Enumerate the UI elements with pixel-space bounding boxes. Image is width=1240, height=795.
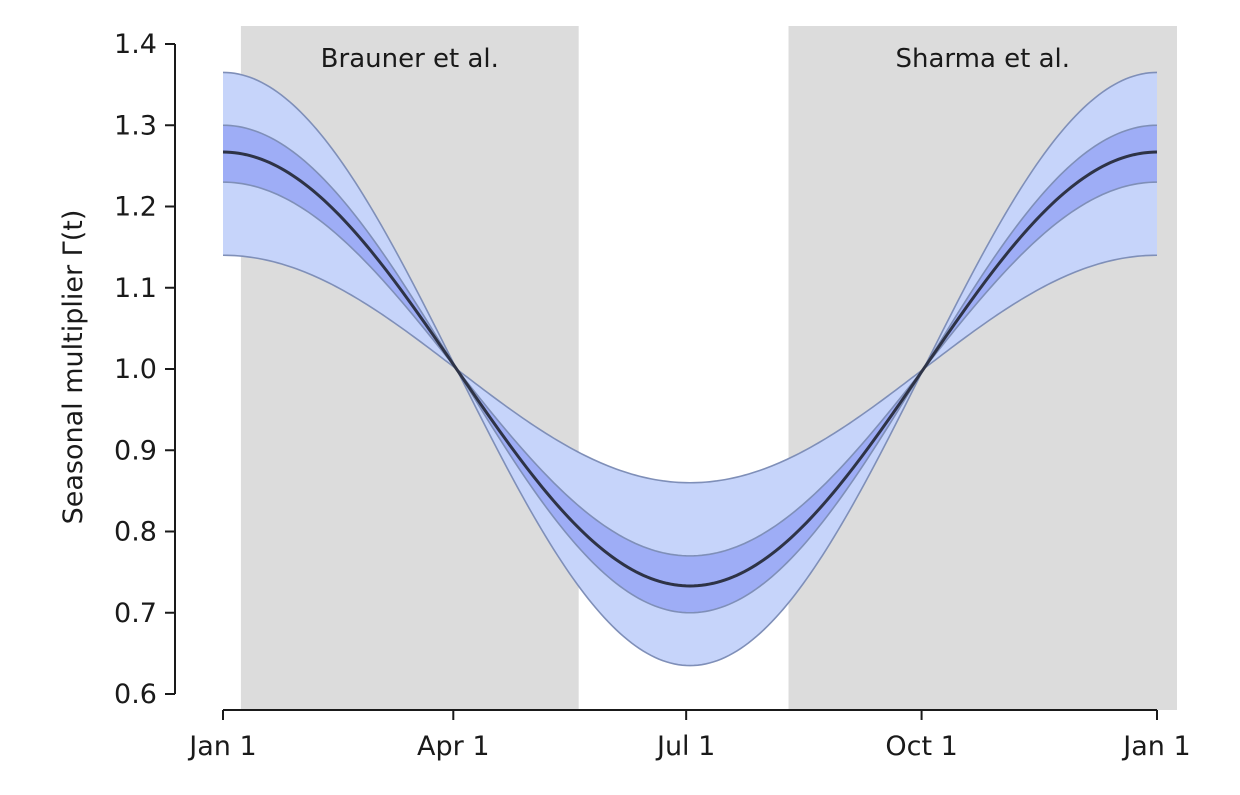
x-tick-label: Oct 1	[885, 731, 957, 762]
region-label-1: Brauner et al.	[321, 44, 499, 74]
x-tick-label: Jan 1	[187, 731, 256, 762]
y-tick-label: 0.6	[114, 679, 157, 710]
outer-band	[223, 72, 1157, 666]
median-line-group	[222, 150, 1158, 588]
inner-band-edge-low	[222, 181, 1158, 557]
inner-band-edge-high	[222, 124, 1158, 614]
y-tick-label: 1.4	[114, 29, 157, 60]
y-tick-label: 1.2	[114, 192, 157, 223]
outer-band-edge-low	[222, 254, 1158, 484]
region-label-2: Sharma et al.	[895, 44, 1070, 74]
y-tick-label: 1.1	[114, 273, 157, 304]
x-tick-label: Jan 1	[1121, 731, 1190, 762]
y-tick-label: 0.7	[114, 598, 157, 629]
y-tick-label: 0.8	[114, 517, 157, 548]
outer-band-edge-high	[222, 71, 1158, 667]
y-tick-label: 1.3	[114, 110, 157, 141]
x-tick-label: Jul 1	[655, 731, 715, 762]
y-axis-label: Seasonal multiplier Γ(t)	[58, 210, 89, 525]
y-tick-label: 1.0	[114, 354, 157, 385]
region-labels: Brauner et al. Sharma et al.	[321, 44, 1070, 74]
axes: 0.6 0.7 0.8 0.9 1.0 1.1 1.2 1.3 1.4 Jan 1 Apr 1 Jul…	[114, 29, 1191, 762]
y-tick-label: 0.9	[114, 435, 157, 466]
uncertainty-bands	[222, 71, 1158, 667]
median-line	[222, 150, 1158, 588]
x-tick-label: Apr 1	[417, 731, 489, 762]
inner-band	[223, 125, 1157, 613]
